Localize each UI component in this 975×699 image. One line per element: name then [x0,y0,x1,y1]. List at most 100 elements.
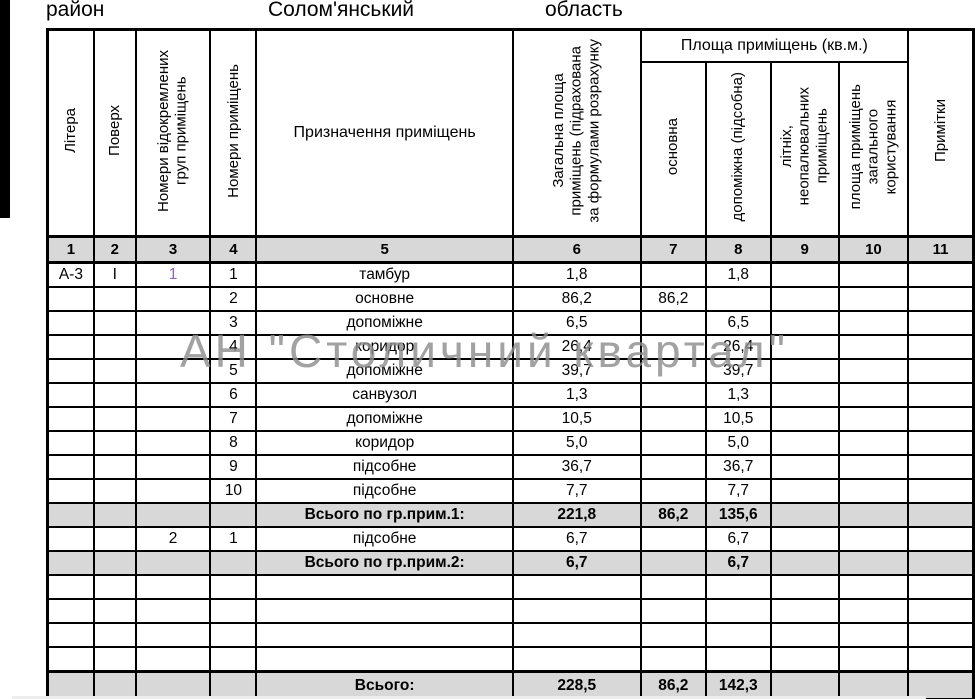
region-label: область [545,0,623,21]
cell-main [639,574,707,600]
cell-purpose: Всього по гр.прим.2: [255,550,514,576]
column-number: 3 [134,235,212,264]
empty-row [46,574,975,600]
cell-purpose: основне [255,286,514,312]
cell-group [134,310,212,336]
cell-litera [46,598,95,624]
cell-purpose: допоміжне [255,406,514,432]
header-poverh: Поверх [92,28,137,238]
cell-litera [46,646,95,673]
cell-purpose: коридор [255,334,514,360]
cell-summer [769,550,840,576]
column-number: 5 [255,235,514,264]
cell-aux: 1,3 [704,382,772,408]
cell-main: 86,2 [639,502,707,528]
cell-summer [769,334,840,360]
cell-room: 8 [209,430,258,456]
column-number: 8 [704,235,772,264]
cell-group: 2 [134,526,212,552]
table-row: 8 коридор 5,0 5,0 [46,430,975,456]
cell-litera [46,574,95,600]
cell-total: 228,5 [511,670,642,699]
cell-litera [46,358,95,384]
cell-common [837,334,910,360]
cell-total [511,598,642,624]
cell-poverh [92,286,137,312]
cell-notes [907,598,975,624]
header-litera: Літера [46,28,95,238]
cell-group: 1 [134,261,212,288]
cell-room: 7 [209,406,258,432]
header-room-numbers-label: Номери приміщень [224,63,242,198]
cell-group [134,646,212,673]
cell-poverh [92,574,137,600]
cell-summer [769,310,840,336]
cell-purpose [255,646,514,673]
cell-room [209,574,258,600]
empty-row [46,646,975,673]
cell-common [837,358,910,384]
cell-summer [769,358,840,384]
cell-aux: 135,6 [704,502,772,528]
cell-notes [907,261,975,288]
cell-common [837,502,910,528]
cell-notes [907,574,975,600]
cell-common [837,670,910,699]
cell-group [134,622,212,648]
cell-aux: 1,8 [704,261,772,288]
cell-notes [907,406,975,432]
header-notes: Примітки [907,28,975,238]
cell-main: 86,2 [639,286,707,312]
cell-purpose: допоміжне [255,358,514,384]
cell-notes [907,502,975,528]
cell-aux: 39,7 [704,358,772,384]
cell-notes [907,382,975,408]
cell-aux [704,646,772,673]
cell-aux: 142,3 [704,670,772,699]
cell-aux [704,598,772,624]
cell-total: 221,8 [511,502,642,528]
header-litera-label: Літера [62,108,80,153]
cell-group [134,550,212,576]
cell-main [639,454,707,480]
header-common-area: площа приміщень загального користування [837,61,910,238]
cell-poverh [92,478,137,504]
column-number: 9 [769,235,840,264]
cell-total: 6,7 [511,526,642,552]
cell-summer [769,478,840,504]
cell-purpose: підсобне [255,454,514,480]
cell-summer [769,406,840,432]
column-number: 11 [907,235,975,264]
cell-summer [769,502,840,528]
header-main-area-label: основна [664,117,682,176]
cell-main [639,646,707,673]
cell-common [837,382,910,408]
cell-group [134,574,212,600]
cell-room: 6 [209,382,258,408]
cell-poverh [92,598,137,624]
cell-litera: А-3 [46,261,95,288]
cell-main [639,550,707,576]
cell-poverh [92,382,137,408]
cell-summer [769,286,840,312]
cell-purpose: Всього: [255,670,514,699]
header-area-group: Площа приміщень (кв.м.) [639,28,910,63]
header-group-numbers-label: Номери відокремлених груп приміщень [155,49,191,212]
cell-notes [907,358,975,384]
cell-common [837,454,910,480]
cell-main [639,358,707,384]
table-row: 9 підсобне 36,7 36,7 [46,454,975,480]
cell-summer [769,574,840,600]
cell-aux: 26,4 [704,334,772,360]
cell-summer [769,646,840,673]
cell-purpose: санвузол [255,382,514,408]
cell-notes [907,430,975,456]
cell-purpose [255,622,514,648]
cell-group [134,430,212,456]
cell-aux: 5,0 [704,430,772,456]
cell-aux: 7,7 [704,478,772,504]
cell-notes [907,478,975,504]
header-group-numbers: Номери відокремлених груп приміщень [134,28,212,238]
cell-notes [907,526,975,552]
cell-total [511,622,642,648]
